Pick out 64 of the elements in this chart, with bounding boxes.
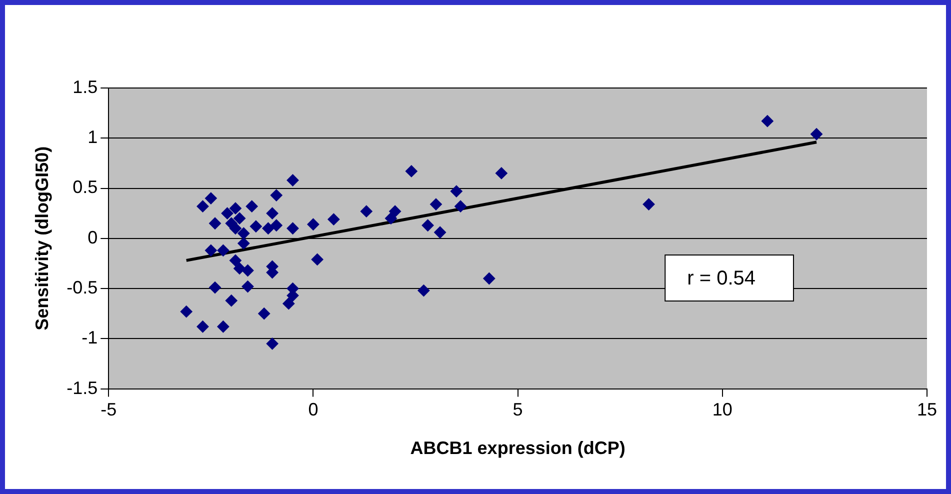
- point: [434, 226, 446, 238]
- point: [422, 219, 434, 232]
- point: [204, 192, 217, 204]
- x-tick-label: 5: [512, 400, 523, 420]
- annotation: r = 0.54: [687, 267, 756, 290]
- point: [642, 198, 655, 210]
- y-axis-title: Sensitivity (dlogGI50): [32, 146, 52, 330]
- point: [242, 280, 254, 293]
- point: [286, 174, 299, 186]
- point: [217, 320, 230, 333]
- point: [270, 189, 282, 202]
- y-tick-label: -0.5: [66, 278, 98, 298]
- point: [266, 338, 278, 350]
- point: [234, 212, 246, 224]
- point: [229, 202, 242, 214]
- point: [180, 306, 192, 318]
- x-axis-title: ABCB1 expression (dCP): [410, 438, 626, 458]
- point: [238, 227, 250, 240]
- point: [430, 198, 442, 210]
- x-tick-label: 15: [916, 400, 938, 420]
- point: [450, 185, 462, 198]
- point: [258, 308, 270, 320]
- point: [246, 200, 258, 212]
- point: [810, 128, 823, 140]
- point: [196, 200, 209, 212]
- point: [270, 219, 282, 232]
- point: [405, 165, 418, 178]
- point: [196, 320, 209, 333]
- x-tick-label: 10: [712, 400, 732, 420]
- point: [384, 212, 397, 224]
- point: [262, 222, 274, 234]
- y-tick-label: 0.5: [72, 177, 98, 198]
- point: [221, 207, 234, 220]
- y-tick-label: 0: [88, 227, 98, 248]
- point: [266, 207, 278, 220]
- point: [209, 217, 222, 230]
- point: [389, 205, 402, 218]
- point: [454, 200, 467, 212]
- y-tick-label: -1.5: [66, 378, 98, 398]
- point: [286, 222, 299, 234]
- point: [229, 254, 242, 266]
- point: [282, 298, 295, 310]
- point: [307, 218, 320, 230]
- point: [761, 115, 774, 128]
- y-tick-label: 1.5: [72, 76, 98, 97]
- y-tick-label: 1: [88, 127, 98, 148]
- point: [360, 205, 372, 218]
- point: [217, 244, 230, 256]
- y-tick-label: -1: [82, 328, 98, 348]
- point: [225, 294, 238, 307]
- point: [242, 264, 254, 276]
- point: [234, 262, 246, 274]
- point: [328, 213, 340, 226]
- point: [204, 244, 217, 256]
- x-tick-label: 0: [308, 400, 318, 420]
- point: [209, 282, 222, 294]
- point: [483, 272, 496, 285]
- point: [495, 167, 508, 180]
- point: [418, 284, 430, 297]
- point: [311, 253, 324, 266]
- point: [250, 220, 262, 232]
- point: [238, 237, 250, 250]
- point: [229, 222, 242, 234]
- x-tick-label: -5: [100, 400, 117, 420]
